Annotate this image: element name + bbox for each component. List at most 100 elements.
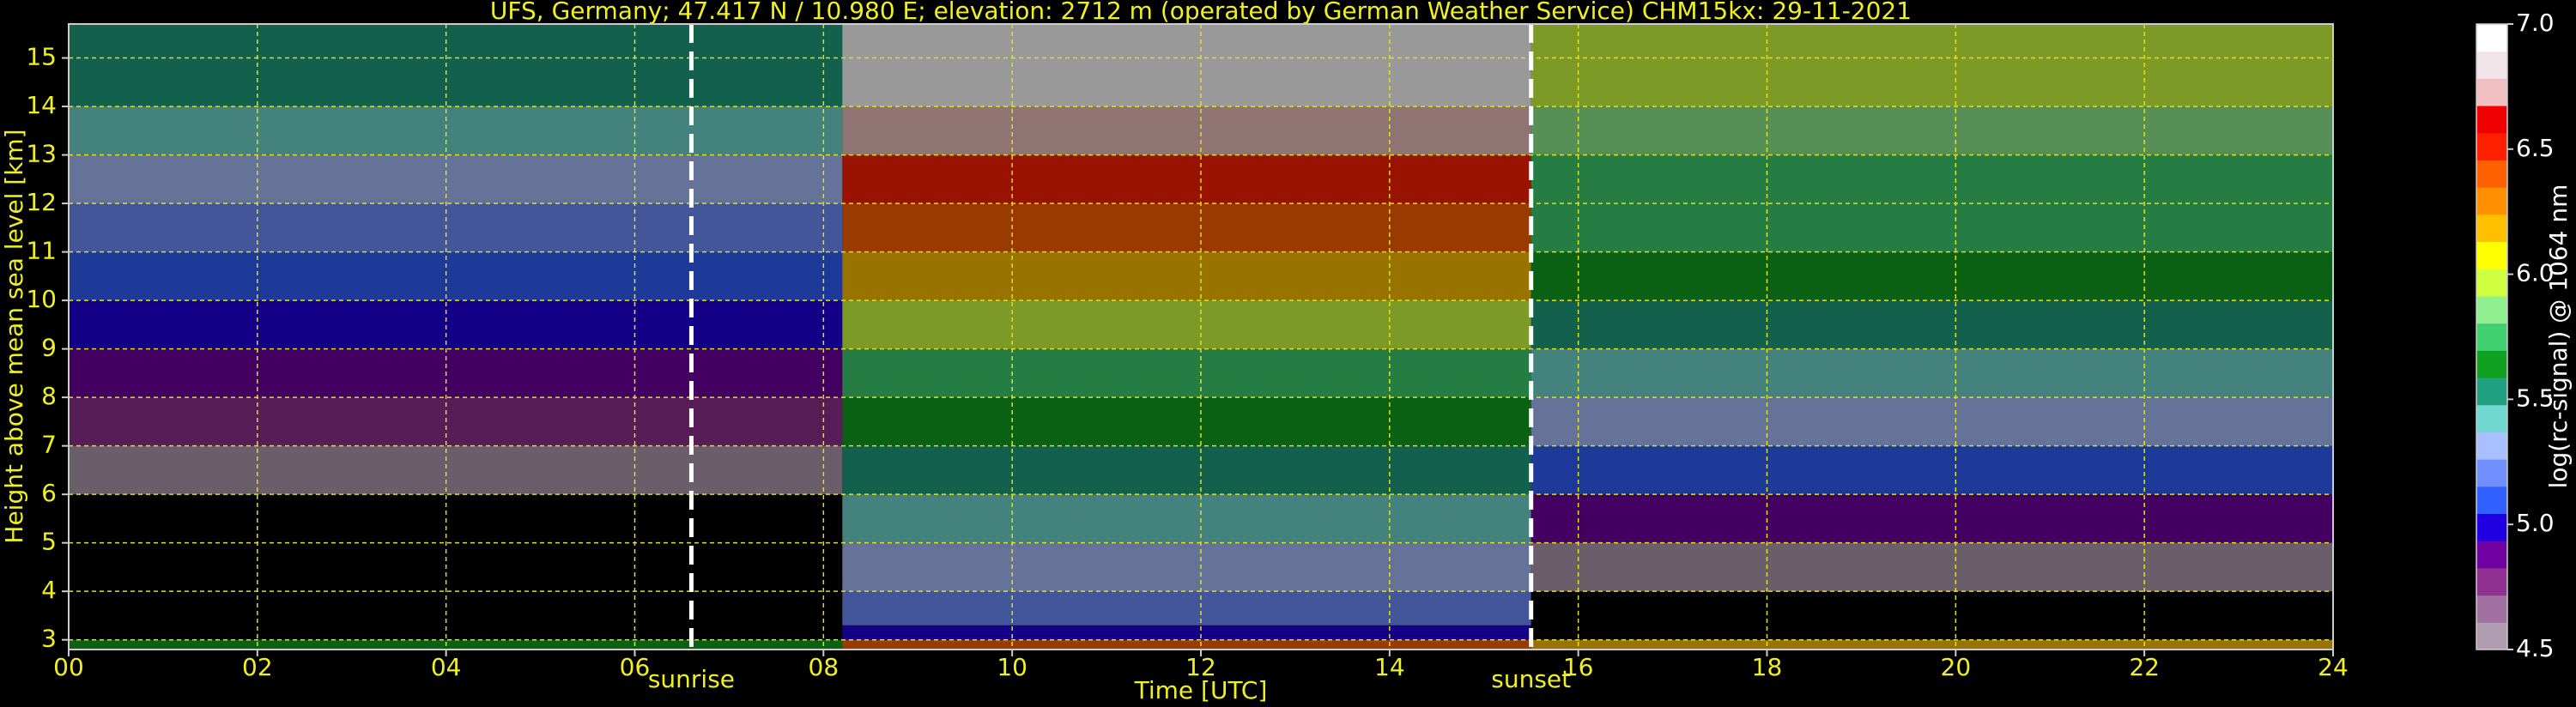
heatmap-cell <box>1530 348 2333 398</box>
colorbar-tick-label: 4.5 <box>2516 634 2555 662</box>
heatmap-cell <box>1530 625 2333 640</box>
x-tick-label: 22 <box>2129 653 2160 681</box>
heatmap-cell <box>69 542 843 592</box>
heatmap-cell <box>69 154 843 204</box>
colorbar-segment <box>2476 187 2507 215</box>
marker-label: sunset <box>1491 665 1571 693</box>
y-tick-label: 12 <box>26 188 57 216</box>
x-tick-label: 24 <box>2318 653 2349 681</box>
heatmap-cell <box>842 397 1531 446</box>
heatmap-cell <box>842 639 1531 650</box>
x-tick-label: 00 <box>53 653 84 681</box>
colorbar-tick-label: 6.0 <box>2516 259 2555 287</box>
x-tick-label: 06 <box>620 653 651 681</box>
heatmap-cell <box>69 300 843 349</box>
heatmap-cell <box>69 591 843 625</box>
heatmap-cell <box>1530 542 2333 592</box>
heatmap-cell <box>1530 300 2333 349</box>
y-tick-label: 7 <box>41 431 57 459</box>
colorbar-tick-label: 7.0 <box>2516 9 2555 37</box>
colorbar-segment <box>2476 513 2507 541</box>
colorbar-segment <box>2476 567 2507 596</box>
colorbar-segment <box>2476 269 2507 297</box>
heatmap-cell <box>69 445 843 495</box>
colorbar-segment <box>2476 486 2507 515</box>
colorbar-tick-label: 6.5 <box>2516 134 2555 162</box>
chart-title: UFS, Germany; 47.417 N / 10.980 E; eleva… <box>490 0 1912 25</box>
x-tick-label: 08 <box>809 653 839 681</box>
heatmap-cell <box>69 639 843 650</box>
colorbar-segment <box>2476 241 2507 269</box>
heatmap-cell <box>69 625 843 640</box>
y-tick-label: 3 <box>41 625 57 653</box>
colorbar-segment <box>2476 595 2507 623</box>
heatmap-cell <box>842 106 1531 155</box>
heatmap-cell <box>1530 639 2333 650</box>
colorbar-segment <box>2476 323 2507 351</box>
heatmap-cell <box>69 203 843 252</box>
heatmap-cell <box>69 348 843 398</box>
heatmap-cell <box>1530 251 2333 301</box>
colorbar-segment <box>2476 160 2507 188</box>
heatmap-cell <box>842 203 1531 252</box>
y-tick-label: 5 <box>41 528 57 556</box>
y-tick-label: 4 <box>41 576 57 604</box>
y-tick-label: 15 <box>26 43 57 71</box>
x-tick-label: 18 <box>1752 653 1783 681</box>
colorbar-tick-label: 5.5 <box>2516 384 2555 412</box>
heatmap-cell <box>1530 591 2333 625</box>
x-tick-label: 14 <box>1374 653 1405 681</box>
x-tick-label: 20 <box>1941 653 1972 681</box>
heatmap-cell <box>842 24 1531 107</box>
x-tick-label: 10 <box>997 653 1027 681</box>
colorbar-segment <box>2476 622 2507 650</box>
colorbar-label: log(rc-signal) @ 1064 nm <box>2544 184 2573 489</box>
heatmap-cell <box>1530 494 2333 543</box>
colorbar-segment <box>2476 24 2507 52</box>
heatmap-cell <box>1530 154 2333 204</box>
heatmap-cell <box>1530 203 2333 252</box>
heatmap-cell <box>842 542 1531 592</box>
x-axis-label: Time [UTC] <box>1134 676 1268 704</box>
colorbar-segment <box>2476 214 2507 243</box>
colorbar-segment <box>2476 459 2507 487</box>
heatmap-cell <box>69 24 843 107</box>
heatmap-cell <box>1530 397 2333 446</box>
heatmap-cell <box>842 591 1531 625</box>
heatmap-cell <box>842 348 1531 398</box>
y-tick-label: 10 <box>26 285 57 313</box>
y-axis-label: Height above mean sea level [km] <box>0 129 28 543</box>
colorbar-tick-label: 5.0 <box>2516 509 2555 537</box>
heatmap-cell <box>69 251 843 301</box>
colorbar-segment <box>2476 78 2507 106</box>
heatmap-cell <box>842 445 1531 495</box>
heatmap-cell <box>842 300 1531 349</box>
y-tick-label: 9 <box>41 334 57 362</box>
colorbar-segment <box>2476 132 2507 160</box>
heatmap-cell <box>69 397 843 446</box>
colorbar-segment <box>2476 51 2507 79</box>
y-tick-label: 6 <box>41 479 57 507</box>
x-tick-label: 04 <box>431 653 462 681</box>
heatmap-cell <box>1530 24 2333 107</box>
colorbar-frame <box>2476 23 2508 650</box>
heatmap-cell <box>842 154 1531 204</box>
colorbar-segment <box>2476 295 2507 324</box>
heatmap-cell <box>842 625 1531 640</box>
y-tick-label: 11 <box>26 237 57 265</box>
colorbar-segment <box>2476 432 2507 460</box>
colorbar-segment <box>2476 350 2507 378</box>
y-tick-label: 14 <box>26 91 57 119</box>
colorbar-segment <box>2476 106 2507 134</box>
colorbar-segment <box>2476 541 2507 569</box>
y-tick-label: 8 <box>41 382 57 410</box>
heatmap-cell <box>69 494 843 543</box>
heatmap-cell <box>69 106 843 155</box>
y-tick-label: 13 <box>26 140 57 168</box>
marker-label: sunrise <box>648 665 735 693</box>
plot-frame <box>68 23 2334 650</box>
x-tick-label: 16 <box>1563 653 1594 681</box>
heatmap-cell <box>1530 106 2333 155</box>
colorbar-segment <box>2476 404 2507 432</box>
